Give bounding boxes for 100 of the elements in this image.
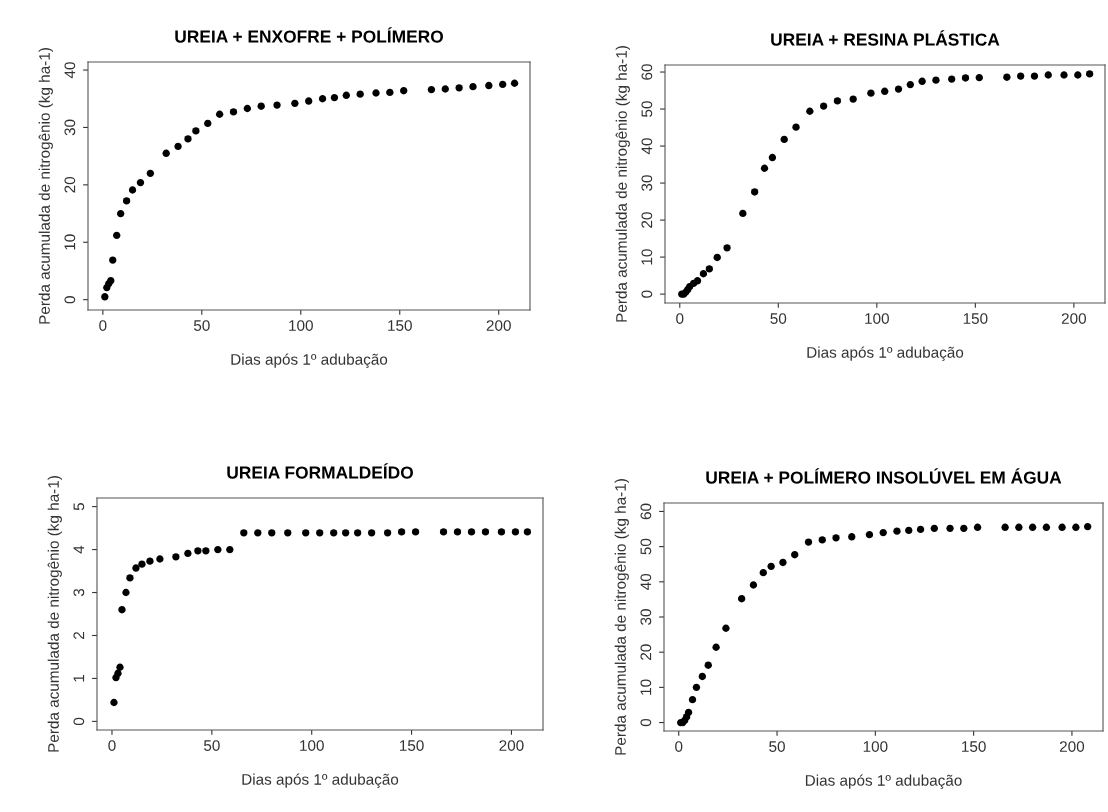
point — [961, 74, 970, 82]
point — [932, 76, 940, 84]
point — [353, 529, 362, 537]
y-axis-title: Perda acumulada de nitrogênio (kg ha-1) — [615, 46, 630, 322]
x-tick-label: 200 — [1061, 313, 1087, 324]
y-tick-label: 40 — [640, 573, 652, 590]
point — [791, 551, 799, 559]
x-tick-label: 0 — [676, 313, 684, 324]
point — [1074, 71, 1082, 79]
point — [693, 277, 702, 285]
y-tick-label: 3 — [73, 588, 85, 597]
point — [819, 102, 828, 110]
point — [749, 581, 758, 589]
point — [156, 555, 164, 563]
point — [692, 683, 701, 692]
point — [767, 562, 775, 571]
point — [453, 528, 462, 536]
point — [138, 560, 146, 568]
y-tick-label: 30 — [64, 119, 76, 136]
point — [723, 244, 731, 252]
y-tick-label: 0 — [641, 290, 653, 298]
point — [713, 253, 721, 262]
point — [893, 527, 901, 535]
point — [342, 91, 350, 99]
x-tick-label: 50 — [203, 740, 220, 751]
y-tick-label: 20 — [640, 644, 652, 660]
point — [202, 547, 210, 555]
point — [257, 102, 265, 110]
point — [184, 135, 192, 143]
point — [284, 529, 292, 537]
point — [1030, 72, 1039, 80]
point — [1003, 73, 1011, 81]
point — [948, 75, 956, 83]
point — [497, 528, 506, 536]
point — [737, 595, 746, 603]
point — [1042, 523, 1051, 531]
point — [699, 270, 708, 278]
y-tick-label: 5 — [73, 502, 85, 511]
point — [268, 529, 276, 537]
point — [1060, 71, 1068, 79]
point — [305, 97, 313, 105]
point — [204, 119, 212, 128]
point — [975, 73, 983, 82]
point — [162, 149, 170, 157]
chart-title: UREIA + POLÍMERO INSOLÚVEL EM ÁGUA — [706, 468, 1062, 484]
y-tick-label: 2 — [73, 632, 85, 639]
point — [485, 81, 493, 90]
point — [341, 529, 350, 537]
point — [243, 104, 252, 113]
point — [215, 110, 224, 118]
point — [865, 530, 874, 539]
point — [273, 101, 281, 109]
point — [386, 88, 394, 97]
y-axis-title: Perda acumulada de nitrogênio (kg ha-1) — [38, 48, 53, 324]
point — [832, 534, 840, 542]
point — [792, 123, 800, 131]
point — [356, 90, 364, 98]
point — [960, 524, 968, 533]
x-tick-label: 150 — [400, 740, 424, 751]
point — [481, 528, 490, 536]
point — [881, 87, 889, 95]
point — [427, 85, 436, 94]
point — [973, 523, 982, 531]
point — [214, 545, 222, 554]
x-tick-label: 100 — [865, 313, 889, 324]
x-tick-label: 50 — [770, 313, 787, 324]
y-tick-label: 50 — [640, 538, 652, 555]
y-tick-label: 4 — [73, 545, 85, 554]
point — [136, 178, 145, 187]
point — [760, 164, 769, 172]
x-tick-label: 100 — [289, 320, 313, 331]
x-axis-title: Dias após 1º adubação — [807, 346, 964, 361]
x-axis-title: Dias após 1º adubação — [805, 774, 962, 789]
y-tick-label: 40 — [641, 138, 653, 155]
x-tick-label: 50 — [193, 320, 210, 331]
x-tick-label: 150 — [962, 741, 986, 752]
point — [867, 89, 875, 97]
point — [930, 524, 938, 533]
point — [316, 529, 324, 537]
point — [916, 525, 925, 534]
point — [397, 528, 406, 536]
point — [1015, 523, 1023, 531]
point — [894, 85, 903, 93]
y-tick-label: 30 — [641, 175, 653, 191]
point — [184, 549, 192, 558]
point — [759, 568, 767, 577]
x-tick-label: 0 — [675, 741, 683, 752]
point — [240, 529, 248, 537]
y-tick-label: 0 — [64, 296, 76, 304]
point — [1085, 70, 1094, 78]
x-tick-label: 200 — [486, 320, 511, 331]
point — [739, 209, 747, 218]
point — [469, 83, 477, 91]
point — [510, 79, 519, 87]
point — [109, 256, 117, 264]
point — [722, 624, 730, 632]
point — [441, 85, 449, 93]
point — [330, 529, 338, 537]
y-tick-label: 60 — [641, 64, 653, 80]
x-tick-label: 0 — [108, 740, 116, 751]
